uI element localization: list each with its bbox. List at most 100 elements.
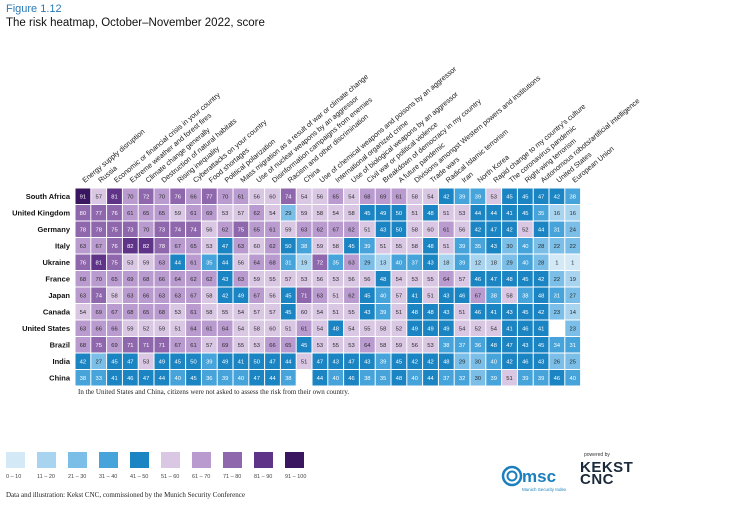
heatmap-cell [280, 337, 296, 353]
row-label: France [45, 274, 70, 283]
cell-value-label: 66 [190, 194, 196, 200]
heatmap-cell [375, 320, 391, 336]
heatmap-cell [328, 304, 344, 320]
cell-value-label: 78 [95, 227, 101, 233]
legend-label: 31 – 40 [99, 474, 118, 480]
legend-swatch [6, 452, 25, 468]
cell-value-label: 42 [538, 277, 544, 283]
legend-item: 51 – 60 [161, 452, 201, 480]
heatmap-cell [138, 353, 154, 369]
cell-value-label: 51 [443, 244, 449, 250]
heatmap-cell [91, 353, 107, 369]
heatmap-cell [249, 238, 265, 254]
row-label: Italy [55, 241, 71, 250]
heatmap-cell [407, 320, 423, 336]
heatmap-cell [533, 320, 549, 336]
heatmap-cell [170, 271, 186, 287]
cell-value-label: 49 [380, 211, 386, 217]
heatmap-cell [502, 271, 517, 287]
cell-value-label: 28 [538, 244, 544, 250]
heatmap-cell [517, 238, 533, 254]
heatmap-cell [423, 370, 438, 386]
heatmap-cell [296, 188, 312, 204]
cell-value-label: 50 [396, 227, 402, 233]
heatmap-cell [454, 287, 470, 303]
heatmap-cell [391, 304, 407, 320]
heatmap-cell [438, 188, 454, 204]
heatmap-cell [533, 221, 549, 237]
cell-value-label: 47 [143, 376, 149, 382]
heatmap-cell [154, 188, 170, 204]
cell-value-label: 50 [190, 359, 196, 365]
heatmap-cell [201, 238, 217, 254]
heatmap-cell [107, 238, 122, 254]
heatmap-cell [296, 221, 312, 237]
heatmap-cell [233, 238, 249, 254]
heatmap-cell [391, 320, 407, 336]
heatmap-cell [359, 337, 375, 353]
heatmap-cell [533, 337, 549, 353]
heatmap-cell [549, 337, 565, 353]
cell-value-label: 56 [459, 227, 465, 233]
heatmap-cell [280, 238, 296, 254]
heatmap-cell [391, 205, 407, 221]
cell-value-label: 66 [111, 326, 117, 332]
heatmap-cell [122, 188, 138, 204]
heatmap-cell [344, 238, 359, 254]
heatmap-cell [312, 304, 328, 320]
cell-value-label: 78 [80, 227, 86, 233]
heatmap-cell [249, 304, 265, 320]
cell-value-label: 62 [269, 244, 275, 250]
cell-value-label: 68 [269, 260, 275, 266]
heatmap-cell [502, 353, 517, 369]
heatmap-cell [75, 254, 91, 270]
cell-value-label: 45 [364, 293, 370, 299]
heatmap-cell [122, 337, 138, 353]
legend-label: 91 – 100 [285, 474, 307, 480]
cell-value-label: 39 [459, 244, 465, 250]
cell-value-label: 91 [80, 194, 86, 200]
cell-value-label: 54 [80, 310, 87, 316]
cell-value-label: 66 [143, 293, 149, 299]
heatmap-cell [75, 188, 91, 204]
heatmap-cell [438, 304, 454, 320]
cell-value-label: 65 [143, 310, 149, 316]
heatmap-cell [265, 254, 280, 270]
cell-value-label: 44 [269, 376, 276, 382]
legend-item: 0 – 10 [6, 452, 46, 480]
heatmap-cell [533, 287, 549, 303]
cell-value-label: 22 [554, 277, 560, 283]
cell-value-label: 63 [80, 326, 86, 332]
heatmap-cell [454, 304, 470, 320]
cell-value-label: 71 [159, 343, 165, 349]
cell-value-label: 53 [411, 277, 417, 283]
heatmap-cell [565, 353, 581, 369]
cell-value-label: 46 [522, 326, 528, 332]
heatmap-cell [328, 205, 344, 221]
heatmap-cell [486, 188, 502, 204]
cell-value-label: 47 [253, 376, 259, 382]
heatmap-cell [359, 238, 375, 254]
heatmap-cell [486, 221, 502, 237]
cell-value-label: 63 [159, 293, 165, 299]
heatmap-cell [170, 304, 186, 320]
cell-value-label: 40 [396, 260, 402, 266]
cell-value-label: 49 [238, 293, 244, 299]
cell-value-label: 48 [490, 343, 496, 349]
cell-value-label: 68 [80, 277, 86, 283]
cell-value-label: 45 [301, 343, 307, 349]
cell-value-label: 60 [427, 227, 433, 233]
heatmap-cell [201, 254, 217, 270]
heatmap-cell [91, 205, 107, 221]
cell-value-label: 63 [301, 227, 307, 233]
heatmap-cell [470, 188, 486, 204]
cell-value-label: 76 [174, 194, 180, 200]
cell-value-label: 57 [95, 194, 101, 200]
cell-value-label: 47 [348, 359, 354, 365]
cell-value-label: 39 [522, 376, 528, 382]
heatmap-cell [233, 188, 249, 204]
cell-value-label: 61 [190, 260, 196, 266]
cell-value-label: 43 [506, 310, 512, 316]
cell-value-label: 48 [427, 244, 433, 250]
heatmap-cell [217, 205, 233, 221]
